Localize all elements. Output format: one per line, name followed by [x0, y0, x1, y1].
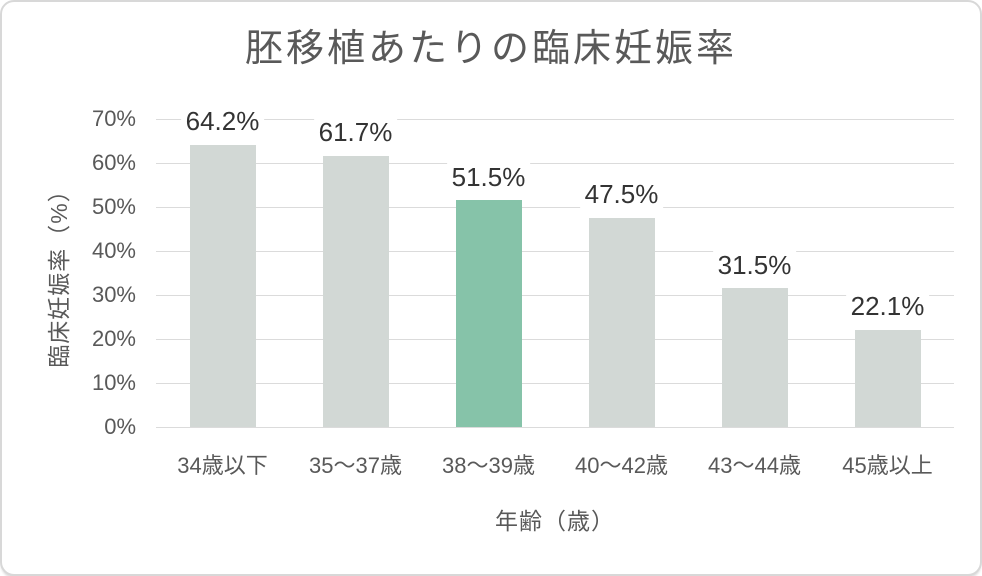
x-axis-tick-label: 38〜39歳: [442, 453, 535, 478]
gridline: [156, 294, 954, 296]
gridline: [156, 118, 954, 120]
plot-area: 64.2% 61.7% 51.5% 47.5% 31.5% 22.1%: [156, 106, 954, 428]
y-axis-tick-label: 0%: [104, 414, 136, 439]
x-axis-tick-label: 43〜44歳: [708, 453, 801, 478]
x-axis-tick-label: 40〜42歳: [575, 453, 668, 478]
bar-value-label: 31.5%: [712, 250, 797, 281]
x-axis-tick-label: 34歳以下: [177, 453, 268, 478]
gridline: [156, 338, 954, 340]
y-axis-tick-label: 60%: [91, 150, 136, 175]
x-axis-tick-label: 35〜37歳: [309, 453, 402, 478]
y-axis-tick-label: 50%: [91, 194, 136, 219]
y-axis-tick-label: 20%: [91, 326, 136, 351]
x-axis-tick-label: 45歳以上: [842, 453, 933, 478]
x-axis-ticks: 34歳以下 35〜37歳 38〜39歳 40〜42歳 43〜44歳 45歳以上: [156, 448, 954, 478]
gridline: [156, 250, 954, 252]
bar-value-label: 51.5%: [446, 162, 531, 193]
bar: [189, 144, 256, 427]
x-axis-title: 年齢（歳）: [495, 508, 615, 534]
gridline: [156, 382, 954, 384]
bar: [322, 155, 389, 427]
y-axis-ticks: 0% 10% 20% 30% 40% 50% 60% 70%: [2, 106, 146, 439]
gridline: [156, 206, 954, 208]
bar: [588, 218, 655, 427]
bar: [854, 329, 921, 427]
bar: [455, 200, 522, 427]
y-axis-tick-label: 30%: [91, 282, 136, 307]
gridline: [156, 426, 954, 428]
y-axis-tick-label: 10%: [91, 370, 136, 395]
bar-value-label: 22.1%: [845, 291, 930, 322]
chart-title: 胚移植あたりの臨床妊娠率: [244, 28, 737, 70]
bar-value-label: 61.7%: [313, 117, 398, 148]
y-axis-tick-label: 40%: [91, 238, 136, 263]
bar-value-label: 47.5%: [579, 179, 664, 210]
gridline: [156, 162, 954, 164]
y-axis-tick-label: 70%: [91, 106, 136, 131]
bar-value-label: 64.2%: [180, 106, 265, 137]
bar: [721, 288, 788, 427]
